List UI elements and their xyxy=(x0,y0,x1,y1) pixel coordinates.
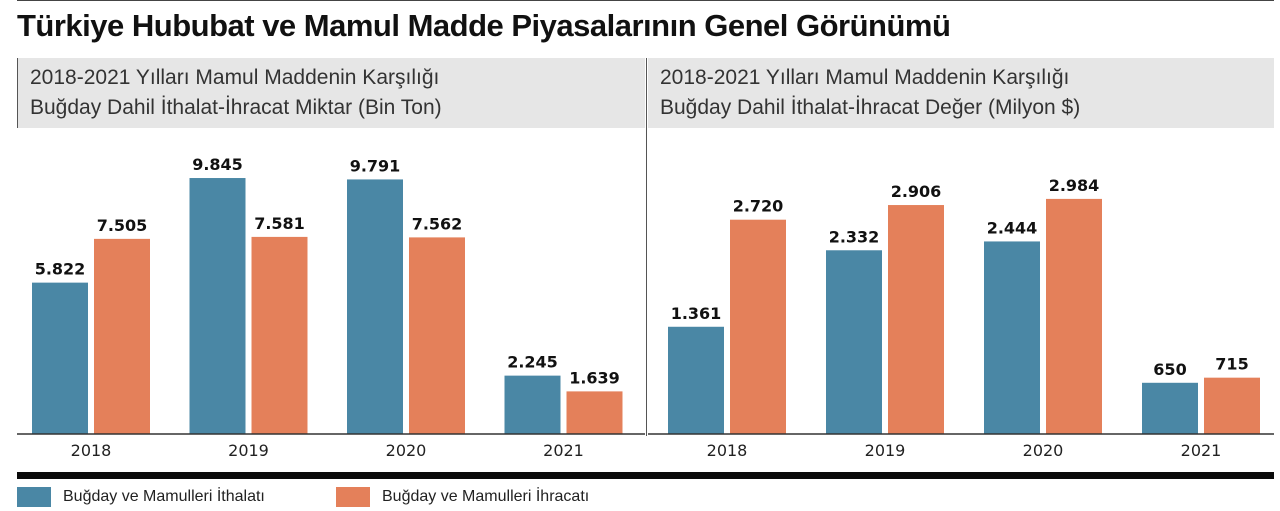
bar-export-2018 xyxy=(94,238,150,434)
data-label-import-2018: 5.822 xyxy=(35,260,86,279)
legend-label-import: Buğday ve Mamulleri İthalatı xyxy=(63,488,265,505)
x-tick-label-2020: 2020 xyxy=(386,441,427,460)
data-label-export-2020: 2.984 xyxy=(1049,176,1100,195)
chart-title-line2: Buğday Dahil İthalat-İhracat Miktar (Bin… xyxy=(30,96,442,119)
legend-swatch-export xyxy=(336,487,370,507)
bottom-bar xyxy=(17,472,1274,479)
data-label-import-2019: 9.845 xyxy=(192,155,243,174)
chart-panel-value: 2018-2021 Yılları Mamul Maddenin Karşılı… xyxy=(648,58,1274,460)
top-rule xyxy=(17,0,1274,1)
bar-chart-quantity: 5.822 7.505 2018 9.845 7.581 2019 9.791 7.562 20… xyxy=(17,155,645,460)
legend-label-export: Buğday ve Mamulleri İhracatı xyxy=(382,488,590,505)
bar-import-2021 xyxy=(504,375,561,434)
chart-header-value: 2018-2021 Yılları Mamul Maddenin Karşılı… xyxy=(648,58,1274,128)
data-label-export-2019: 7.581 xyxy=(254,214,305,233)
data-label-export-2020: 7.562 xyxy=(412,214,463,233)
bar-import-2018 xyxy=(32,282,88,434)
legend-item-export: Buğday ve Mamulleri İhracatı xyxy=(336,486,589,508)
page-title: Türkiye Hububat ve Mamul Madde Piyasalar… xyxy=(17,8,951,43)
bar-export-2019 xyxy=(888,205,944,434)
data-label-export-2021: 1.639 xyxy=(569,368,620,387)
bar-import-2019 xyxy=(189,178,246,434)
bar-import-2020 xyxy=(984,241,1040,434)
bar-export-2021 xyxy=(566,391,623,434)
bar-export-2018 xyxy=(730,219,786,434)
data-label-export-2019: 2.906 xyxy=(891,182,942,201)
panel-divider xyxy=(646,58,647,436)
bar-import-2021 xyxy=(1142,382,1198,434)
x-tick-label-2021: 2021 xyxy=(1181,441,1222,460)
legend-item-import: Buğday ve Mamulleri İthalatı xyxy=(17,486,265,508)
bar-import-2020 xyxy=(347,179,403,434)
x-tick-label-2019: 2019 xyxy=(228,441,269,460)
chart-title-line2: Buğday Dahil İthalat-İhracat Değer (Mily… xyxy=(660,96,1081,119)
data-label-import-2018: 1.361 xyxy=(671,304,722,323)
data-label-export-2018: 7.505 xyxy=(97,216,148,235)
bar-import-2018 xyxy=(668,326,724,434)
data-label-import-2021: 650 xyxy=(1153,360,1186,379)
x-tick-label-2019: 2019 xyxy=(865,441,906,460)
bar-export-2020 xyxy=(1046,198,1102,434)
chart-panel-quantity: 2018-2021 Yılları Mamul Maddenin Karşılı… xyxy=(17,58,645,460)
bar-export-2021 xyxy=(1204,377,1260,434)
bar-export-2019 xyxy=(251,236,308,434)
bar-import-2019 xyxy=(826,250,882,434)
chart-header-quantity: 2018-2021 Yılları Mamul Maddenin Karşılı… xyxy=(17,58,645,128)
chart-title-line1: 2018-2021 Yılları Mamul Maddenin Karşılı… xyxy=(660,66,1070,89)
x-tick-label-2018: 2018 xyxy=(71,441,112,460)
legend-swatch-import xyxy=(17,487,51,507)
data-label-import-2020: 9.791 xyxy=(350,156,401,175)
data-label-export-2018: 2.720 xyxy=(733,197,784,216)
data-label-import-2021: 2.245 xyxy=(507,353,558,372)
bar-export-2020 xyxy=(409,237,465,434)
bar-chart-value: 1.361 2.720 2018 2.332 2.906 2019 2.444 2.984 20… xyxy=(648,176,1274,460)
x-tick-label-2020: 2020 xyxy=(1023,441,1064,460)
chart-title-line1: 2018-2021 Yılları Mamul Maddenin Karşılı… xyxy=(30,66,440,89)
data-label-import-2020: 2.444 xyxy=(987,218,1038,237)
x-tick-label-2021: 2021 xyxy=(543,441,584,460)
data-label-import-2019: 2.332 xyxy=(829,227,880,246)
data-label-export-2021: 715 xyxy=(1215,355,1248,374)
x-tick-label-2018: 2018 xyxy=(707,441,748,460)
